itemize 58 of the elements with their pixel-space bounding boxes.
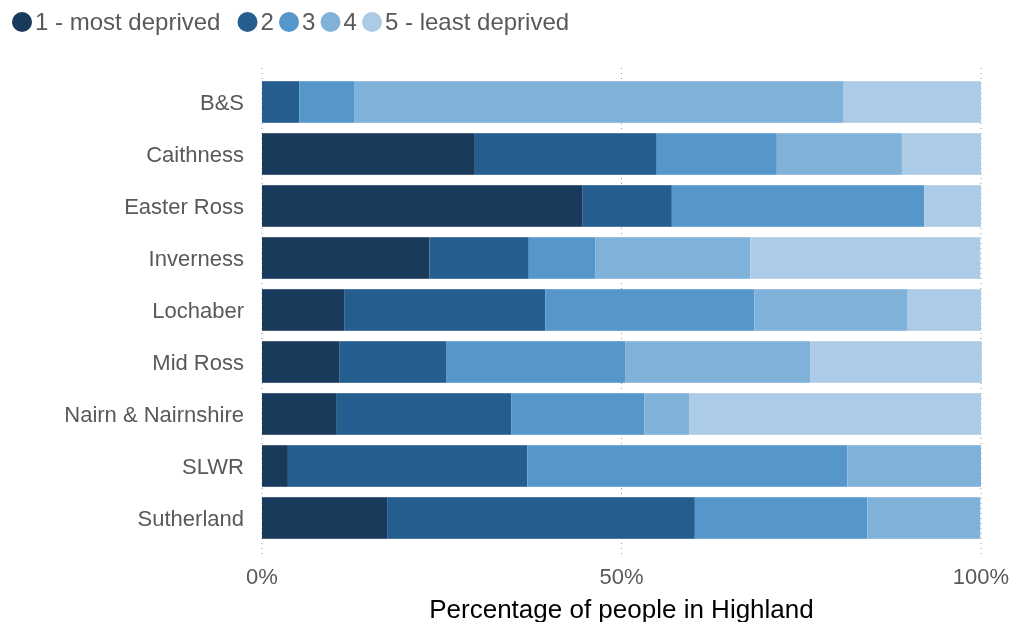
legend-label: 2: [260, 8, 274, 35]
bar: [867, 497, 981, 539]
y-tick-label: Sutherland: [137, 506, 244, 531]
y-tick-label: Inverness: [148, 246, 244, 271]
bar: [299, 81, 355, 123]
bar: [810, 341, 982, 383]
bar: [527, 445, 848, 487]
bar: [339, 341, 447, 383]
bar: [474, 133, 657, 175]
bar: [750, 237, 981, 279]
bar: [262, 341, 340, 383]
bar: [262, 393, 337, 435]
bar: [262, 237, 430, 279]
y-tick-label: Easter Ross: [124, 194, 244, 219]
x-tick-label: 100%: [952, 564, 1010, 589]
bar: [446, 341, 626, 383]
bar: [262, 289, 345, 331]
bar: [344, 289, 546, 331]
y-tick-label: SLWR: [182, 454, 244, 479]
bar: [924, 185, 981, 227]
bar: [262, 133, 475, 175]
legend-label: 4: [343, 8, 357, 35]
bar: [336, 393, 512, 435]
y-tick-label: Nairn & Nairnshire: [64, 402, 244, 427]
bar: [671, 185, 925, 227]
x-tick-label: 0%: [246, 564, 278, 589]
x-tick-label: 50%: [599, 564, 644, 589]
bar: [644, 393, 690, 435]
bar: [625, 341, 811, 383]
bar: [582, 185, 672, 227]
bar: [262, 81, 300, 123]
bar: [901, 133, 981, 175]
bar: [354, 81, 844, 123]
legend-label: 5 - least deprived: [385, 8, 570, 35]
legend-label: 1 - most deprived: [35, 8, 221, 35]
y-tick-label: Mid Ross: [152, 350, 244, 375]
bar: [387, 497, 695, 539]
bar: [595, 237, 751, 279]
y-tick-label: Caithness: [146, 142, 244, 167]
bar: [847, 445, 981, 487]
bar: [656, 133, 777, 175]
bar: [907, 289, 981, 331]
bar: [262, 497, 388, 539]
bar: [843, 81, 981, 123]
y-tick-label: B&S: [199, 90, 244, 115]
bar: [429, 237, 529, 279]
bar: [287, 445, 528, 487]
bar: [262, 445, 288, 487]
bar: [545, 289, 755, 331]
bar: [689, 393, 981, 435]
bar: [511, 393, 645, 435]
bar: [776, 133, 902, 175]
bar: [694, 497, 868, 539]
bar: [528, 237, 596, 279]
bar: [754, 289, 908, 331]
bar: [262, 185, 583, 227]
legend-label: 3: [302, 8, 316, 35]
y-tick-label: Lochaber: [152, 298, 244, 323]
